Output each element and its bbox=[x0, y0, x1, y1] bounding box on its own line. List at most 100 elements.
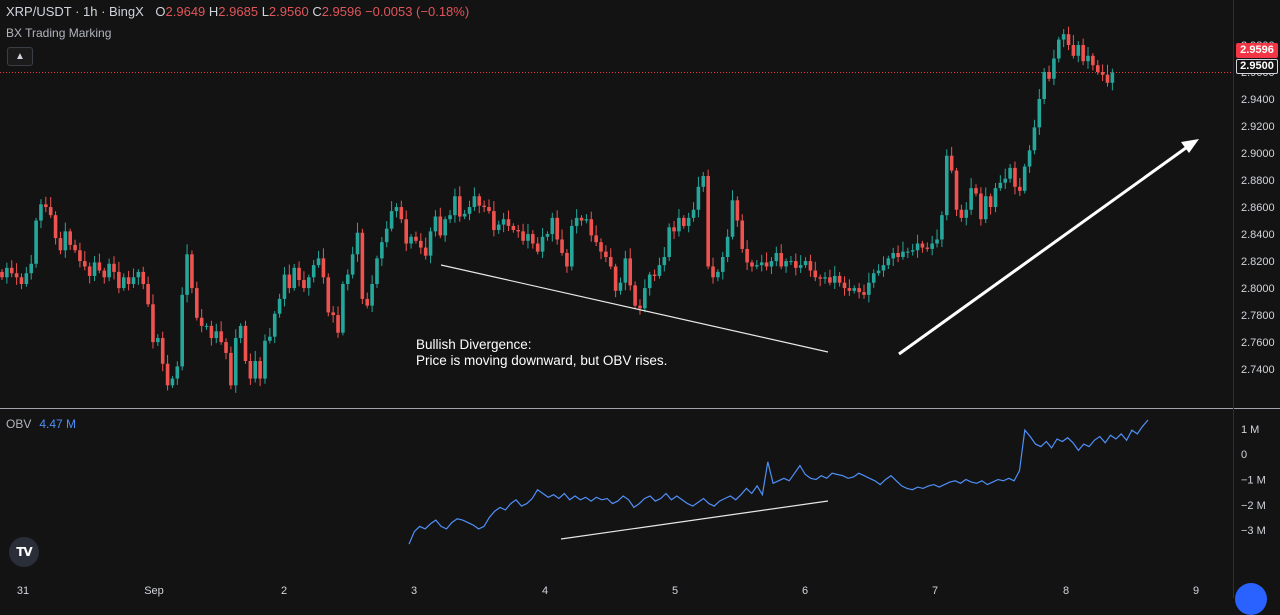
candle[interactable] bbox=[141, 266, 146, 290]
candle[interactable] bbox=[847, 279, 852, 296]
candle[interactable] bbox=[258, 357, 262, 387]
candle[interactable] bbox=[789, 255, 793, 265]
candle[interactable] bbox=[180, 287, 184, 371]
tradingview-logo-icon[interactable]: TV bbox=[9, 537, 39, 567]
price-trendline[interactable] bbox=[440, 264, 829, 353]
candle[interactable] bbox=[253, 351, 258, 383]
candle[interactable] bbox=[740, 214, 745, 253]
candle[interactable] bbox=[959, 204, 964, 222]
candle[interactable] bbox=[652, 269, 657, 282]
candle[interactable] bbox=[399, 200, 404, 224]
candle[interactable] bbox=[823, 272, 827, 284]
candle[interactable] bbox=[82, 251, 87, 271]
candle[interactable] bbox=[477, 193, 482, 214]
candle[interactable] bbox=[613, 263, 618, 298]
candle[interactable] bbox=[837, 272, 842, 287]
candle[interactable] bbox=[1052, 49, 1056, 86]
candle[interactable] bbox=[1018, 178, 1022, 196]
candle[interactable] bbox=[794, 253, 798, 276]
candle[interactable] bbox=[467, 200, 472, 221]
scroll-to-realtime-button[interactable] bbox=[1235, 583, 1267, 615]
candle[interactable] bbox=[725, 229, 730, 263]
candle[interactable] bbox=[345, 269, 350, 291]
candle[interactable] bbox=[1047, 65, 1051, 82]
candle[interactable] bbox=[423, 237, 428, 260]
candle[interactable] bbox=[540, 227, 545, 258]
candle[interactable] bbox=[39, 199, 43, 229]
candle[interactable] bbox=[711, 257, 715, 284]
candle[interactable] bbox=[832, 265, 837, 290]
candle[interactable] bbox=[560, 229, 564, 256]
candle[interactable] bbox=[871, 269, 876, 288]
candle[interactable] bbox=[852, 285, 857, 294]
candle[interactable] bbox=[496, 220, 501, 234]
candle[interactable] bbox=[404, 210, 409, 252]
candle[interactable] bbox=[730, 190, 735, 240]
candle[interactable] bbox=[355, 222, 360, 262]
candle[interactable] bbox=[521, 223, 525, 245]
candle[interactable] bbox=[784, 258, 788, 273]
candle[interactable] bbox=[628, 248, 633, 291]
candle[interactable] bbox=[24, 266, 29, 287]
candle[interactable] bbox=[910, 243, 915, 256]
candle[interactable] bbox=[925, 242, 930, 252]
candle[interactable] bbox=[935, 229, 939, 248]
candle[interactable] bbox=[287, 264, 292, 294]
candle[interactable] bbox=[199, 309, 204, 333]
candle[interactable] bbox=[608, 248, 613, 270]
candle[interactable] bbox=[969, 178, 973, 215]
time-axis[interactable]: 31 Sep 2 3 4 5 6 7 8 9 bbox=[17, 585, 1199, 597]
candle[interactable] bbox=[720, 251, 725, 280]
candle[interactable] bbox=[808, 254, 813, 277]
candle[interactable] bbox=[78, 242, 82, 268]
candle[interactable] bbox=[360, 228, 365, 305]
candle[interactable] bbox=[63, 222, 68, 258]
candle[interactable] bbox=[126, 270, 131, 291]
candle[interactable] bbox=[940, 211, 944, 248]
candle[interactable] bbox=[759, 254, 764, 272]
candle[interactable] bbox=[457, 186, 462, 222]
candle[interactable] bbox=[0, 269, 4, 280]
candle[interactable] bbox=[638, 299, 642, 315]
candle[interactable] bbox=[886, 255, 891, 270]
candle[interactable] bbox=[643, 279, 647, 313]
candle[interactable] bbox=[102, 267, 107, 284]
candle[interactable] bbox=[1008, 163, 1012, 183]
candle[interactable] bbox=[813, 261, 818, 282]
candle[interactable] bbox=[691, 202, 696, 222]
candle[interactable] bbox=[311, 259, 316, 283]
candle[interactable] bbox=[282, 267, 287, 307]
candle[interactable] bbox=[1105, 64, 1110, 87]
candle[interactable] bbox=[993, 183, 998, 213]
candle[interactable] bbox=[828, 269, 832, 286]
candle[interactable] bbox=[1086, 47, 1090, 69]
candle[interactable] bbox=[535, 237, 540, 255]
candle[interactable] bbox=[1003, 168, 1008, 190]
candle[interactable] bbox=[774, 246, 779, 267]
candle[interactable] bbox=[1110, 68, 1115, 91]
candle[interactable] bbox=[443, 216, 447, 242]
candle[interactable] bbox=[896, 245, 900, 263]
candle[interactable] bbox=[1081, 38, 1085, 66]
candle[interactable] bbox=[569, 219, 574, 271]
candle[interactable] bbox=[764, 252, 769, 271]
candle[interactable] bbox=[1061, 29, 1066, 48]
candle[interactable] bbox=[1056, 36, 1061, 63]
candle[interactable] bbox=[97, 253, 102, 274]
candle[interactable] bbox=[87, 262, 92, 284]
candle[interactable] bbox=[112, 256, 116, 280]
candle[interactable] bbox=[599, 238, 603, 260]
candle[interactable] bbox=[209, 320, 214, 346]
candle[interactable] bbox=[949, 146, 954, 174]
candle[interactable] bbox=[370, 275, 374, 312]
candle[interactable] bbox=[876, 264, 881, 276]
candle[interactable] bbox=[248, 353, 253, 385]
candle[interactable] bbox=[930, 235, 934, 256]
candle[interactable] bbox=[579, 215, 584, 226]
candle[interactable] bbox=[574, 209, 579, 234]
chart-canvas[interactable]: 2.98002.96002.94002.92002.90002.88002.86… bbox=[0, 0, 1280, 598]
candle[interactable] bbox=[428, 227, 433, 264]
candle[interactable] bbox=[857, 282, 861, 299]
candle[interactable] bbox=[146, 276, 150, 307]
candle[interactable] bbox=[901, 241, 905, 260]
